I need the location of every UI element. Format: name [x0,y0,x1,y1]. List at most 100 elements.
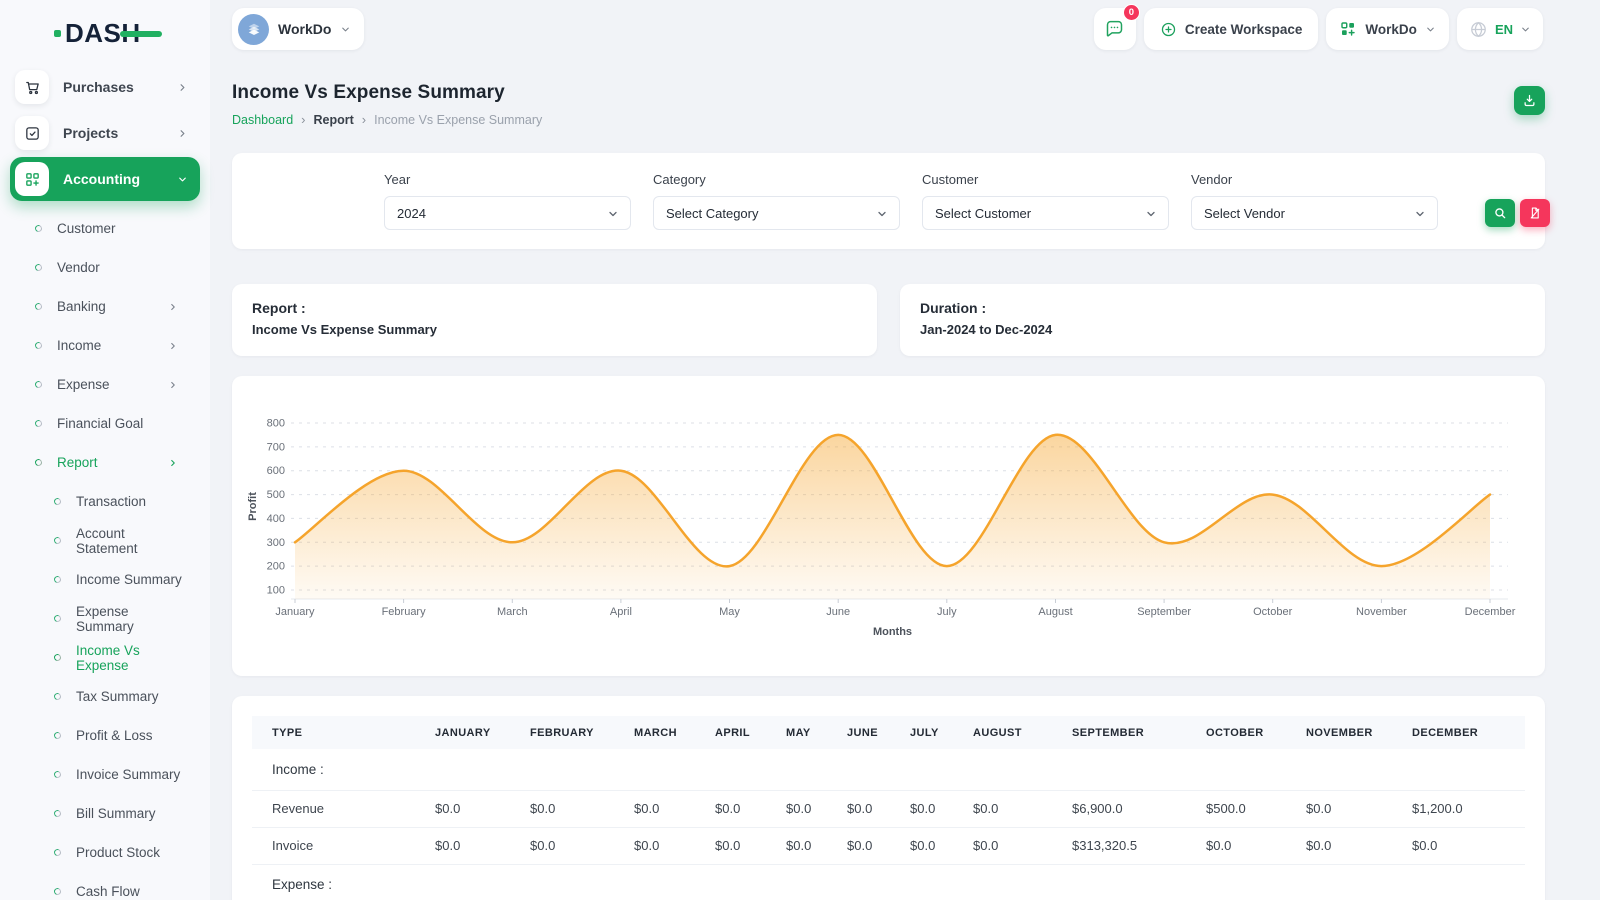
sidebar-subitem-customer[interactable]: Customer [10,209,200,248]
sidebar-subitem-bill-summary[interactable]: Bill Summary [10,794,200,833]
workspace-switcher[interactable]: WorkDo [232,8,365,50]
table-row-revenue: Revenue $0.0 $0.0 $0.0 $0.0 $0.0 $0.0 $0.0 $0.0 $… [252,790,1525,828]
profit-line [293,433,1492,568]
selected-value: Select Customer [935,205,1032,221]
table-cell: $0.0 [1286,790,1392,828]
svg-text:800: 800 [267,418,285,430]
vendor-select[interactable]: Select Vendor [1191,196,1438,230]
chevron-down-icon [1425,24,1436,35]
download-button[interactable] [1514,86,1545,115]
table-cell: $0.0 [1286,827,1392,865]
sidebar-subitem-product-stock[interactable]: Product Stock [10,833,200,872]
sidebar-subitem-cash-flow[interactable]: Cash Flow [10,872,200,900]
customer-select[interactable]: Select Customer [922,196,1169,230]
bullet-icon [52,652,63,663]
sidebar-subitem-profit-loss[interactable]: Profit & Loss [10,716,200,755]
bullet-icon [33,340,44,351]
table-cell: $0.0 [953,790,1052,828]
sidebar-subitem-label: Income [57,338,102,353]
sidebar-subitem-label: Customer [57,221,116,236]
globe-icon [1469,20,1488,39]
table-cell: $0.0 [415,827,510,865]
svg-text:August: August [1038,606,1072,618]
apply-filter-button[interactable] [1485,199,1515,227]
bullet-icon [52,886,63,897]
bullet-icon [52,847,63,858]
category-select[interactable]: Select Category [653,196,900,230]
duration-card-value: Jan-2024 to Dec-2024 [920,322,1053,337]
bullet-icon [33,457,44,468]
duration-card-title: Duration : [920,300,987,316]
table-cell: $0.0 [1186,827,1286,865]
chevron-down-icon [1520,24,1531,35]
topbar: WorkDo 0 Create Workspace WorkDo EN [210,0,1600,58]
sidebar-subitem-banking[interactable]: Banking [10,287,200,326]
chevron-right-icon [177,128,188,139]
sidebar-subitem-label: Income Summary [76,572,182,587]
messages-button[interactable]: 0 [1093,4,1140,50]
sidebar-subitem-report[interactable]: Report [10,443,200,482]
sidebar-item-projects[interactable]: Projects [10,111,200,155]
chevron-down-icon [177,174,188,185]
sidebar-subitem-label: Report [57,455,98,470]
svg-text:600: 600 [267,465,285,477]
reset-filter-button[interactable] [1520,199,1550,227]
grid-plus-icon [15,162,49,196]
column-header-october: OCTOBER [1186,716,1286,749]
sidebar-item-accounting[interactable]: Accounting [10,157,200,201]
bullet-icon [52,496,63,507]
breadcrumb-report[interactable]: Report [313,112,354,127]
table-cell: $0.0 [827,827,890,865]
sidebar-subitem-income[interactable]: Income [10,326,200,365]
chevron-down-icon [340,24,351,35]
column-header-may: MAY [766,716,827,749]
table-row-invoice: Invoice $0.0 $0.0 $0.0 $0.0 $0.0 $0.0 $0.0 $0.0 $… [252,827,1525,865]
plus-circle-icon [1161,22,1176,36]
breadcrumb-separator [293,112,313,127]
table-cell: $6,900.0 [1052,790,1186,828]
filter-card: Year 2024 Category Select Category Customer S… [232,153,1550,249]
filter-fields: Year 2024 Category Select Category Customer S… [384,172,1438,230]
table-cell: $0.0 [890,790,953,828]
sidebar-subitem-expense-summary[interactable]: Expense Summary [10,599,200,638]
table-cell: $0.0 [695,827,766,865]
sidebar-subitem-vendor[interactable]: Vendor [10,248,200,287]
sidebar-subitem-invoice-summary[interactable]: Invoice Summary [10,755,200,794]
sidebar-subitem-income-summary[interactable]: Income Summary [10,560,200,599]
sidebar-subitem-transaction[interactable]: Transaction [10,482,200,521]
language-selector[interactable]: EN [1456,8,1543,50]
messages-count-badge: 0 [1122,4,1140,21]
table-cell: $500.0 [1186,790,1286,828]
workspace-name: WorkDo [278,21,332,37]
sidebar-subitem-expense[interactable]: Expense [10,365,200,404]
workdo-menu-button[interactable]: WorkDo [1326,8,1449,50]
create-workspace-button[interactable]: Create Workspace [1143,8,1319,50]
sidebar-subitem-tax-summary[interactable]: Tax Summary [10,677,200,716]
chevron-right-icon [168,380,178,390]
table-cell: $0.0 [510,790,614,828]
sidebar-subitem-financial-goal[interactable]: Financial Goal [10,404,200,443]
table-cell: $0.0 [415,790,510,828]
table-section-row-income: Income : [252,749,1525,791]
column-header-january: JANUARY [415,716,510,749]
sidebar-subitem-label: Banking [57,299,106,314]
sidebar-subitem-account-statement[interactable]: Account Statement [10,521,200,560]
x-axis-title: Months [873,626,912,638]
page-header: Income Vs Expense Summary Dashboard Repo… [210,58,1600,153]
breadcrumb-dashboard[interactable]: Dashboard [232,112,294,127]
logo-dot-icon [54,30,61,37]
column-header-september: SEPTEMBER [1052,716,1186,749]
svg-text:November: November [1356,606,1407,618]
svg-text:December: December [1465,606,1516,618]
app-logo[interactable]: DASH [54,17,162,49]
sidebar-item-purchases[interactable]: Purchases [10,65,200,109]
year-select[interactable]: 2024 [384,196,631,230]
selected-value: Select Category [666,205,759,221]
sidebar-subitem-income-vs-expense[interactable]: Income Vs Expense [10,638,200,677]
column-header-august: AUGUST [953,716,1052,749]
column-header-type: TYPE [252,716,415,749]
bullet-icon [52,730,63,741]
profit-area [295,434,1490,599]
bullet-icon [52,808,63,819]
table-cell: $1,200.0 [1392,790,1525,828]
